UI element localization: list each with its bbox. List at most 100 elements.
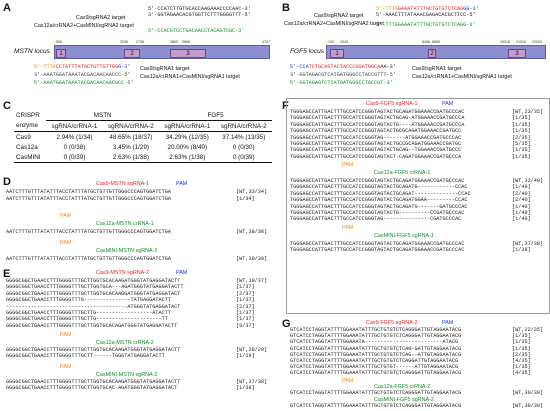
- seq-count: [4/35]: [512, 358, 531, 364]
- panel-b-bot-seq2: 3'-GGTAGACGTCATGATGGGCCTACCGTTT-5': [290, 72, 396, 78]
- seq-line: ---------------------------------------A…: [6, 303, 181, 310]
- seq-count: [1/40]: [512, 210, 531, 216]
- editing-efficiency-table: CRISPR MSTN FGF5 enzyme sgRNA/crRNA-1 sg…: [14, 110, 272, 163]
- table-header-col: sgRNA/crRNA-1: [46, 120, 103, 132]
- mstn-tick: 3800: [170, 40, 178, 44]
- seq-count: [1/40]: [512, 203, 531, 210]
- fgf5-tick: 22003: [532, 40, 542, 44]
- fgf5-exon-1: 1: [330, 49, 344, 58]
- table-cell: 48.65% (18/37): [109, 133, 153, 141]
- seq-count: [1/40]: [512, 216, 531, 223]
- seq-count: [WT,37/38]: [236, 379, 268, 385]
- seq-line: TGGGAGCCATTGACTTTGCCATCCGGGTAGTACTGCAGAT…: [290, 184, 468, 191]
- seq-line: TGGGAGCCATTGACTTTGCCATCCGGGTAGTACTGCGCAG…: [290, 128, 462, 135]
- table-cell: 34.29% (12/35): [165, 133, 209, 141]
- seq-count: [WT,22/35]: [512, 327, 544, 333]
- seq-line: GGGGCGGCTGAACCTTTGGGGTTTGCTTGGTGCACAGATG…: [6, 322, 178, 329]
- panel-a-bot-seq2: 3'-AAATGGATAAATACGACAACAACCC-5': [34, 72, 131, 78]
- panel-e-title1: Cas9-MSTN sgRNA-2: [96, 270, 150, 276]
- seq-count: [1/35]: [512, 345, 531, 352]
- seq-count: [1/35]: [512, 121, 531, 128]
- seq-line: GGGGCGGCTGAACCTTTGGGGTTTGCTTG-----------…: [6, 316, 168, 323]
- panel-e-title2: Cas12a-MSTN crRNA-2: [96, 340, 154, 346]
- seq-line: TGGGAGCCATTGACTTTGCCATCCGGGTAGTACTG----A…: [290, 121, 465, 128]
- seq-line: GGGGCGGCTGAACCTTTGGGGTTTGCTT------TGGGTA…: [6, 353, 165, 360]
- mstn-exon-1: 1: [56, 49, 66, 58]
- seq-count: [WT,39/39]: [236, 256, 268, 262]
- panel-b-top-seq1: 5'-TTTGGAAATATTTGCTGTGTCTCAGGG-3': [376, 6, 479, 12]
- seq-line: TGGGAGCCATTGACTTTGCCATCCGGGTAG-------ATG…: [290, 134, 462, 141]
- seq-line: AATCTTTGTTTATATTTACCTATTTATGCTGTTGTTGGGC…: [6, 189, 171, 195]
- panel-b-top-seq3: 5'-TTTGGAAATATTTGCTGTGTCTCAGG-3': [376, 22, 476, 28]
- mstn-tick: 2036: [120, 40, 128, 44]
- seq-count: [9/37]: [236, 322, 255, 329]
- seq-line: TGGGAGCCATTGACTTTGCCATCCGGGTAGTACTGCAGAT…: [290, 241, 465, 247]
- panel-e-title3: CasMINI-MSTN sgRNA-2: [96, 372, 158, 378]
- seq-line: GTCATCCTAGGTATTTTGGAAATATTTGCTGTGTCTCAG-…: [290, 345, 462, 352]
- table-cell: 0 (0/39): [46, 152, 103, 163]
- panel-a: 5'-CCATCTTGTGCACCAAGAAACCCCAAC-3' 3'-GGT…: [0, 0, 275, 98]
- panel-b-tag3: Cas9/sgRNA1 target: [412, 66, 462, 72]
- seq-line: GTCATCCTAGGTATTTTGGAAATATTTGCTGTGTCTCAGG…: [290, 370, 462, 377]
- mstn-locus-bar: [54, 45, 270, 59]
- panel-d-title2: Cas12a-MSTN crRNA-1: [96, 221, 154, 227]
- panel-f-title1: Cas9-FGF5 sgRNA-1: [366, 101, 418, 107]
- seq-line: TGGGAGCCATTGACTTTGCCATCCGGGTAGTACTGCAG-A…: [290, 115, 465, 122]
- table-header-mstn: MSTN: [46, 110, 160, 121]
- table-row: Cas9 2.94% (1/34) 48.65% (18/37) 34.29% …: [14, 132, 272, 143]
- panel-d-pam1: PAM: [176, 181, 188, 187]
- panel-a-top-seq3: 5'-CCACGTCCTGACAACCTACAGTCGC-3': [148, 28, 245, 34]
- seq-line: GTCATCCTAGGTATTTTGGAAATA----------------…: [290, 339, 459, 346]
- seq-line: TGGGAGCCATTGACTTTGCCATCCGGGTAGTACTGCCGCA…: [290, 141, 462, 147]
- seq-line: AATCTTTGTTTATATTTACCTATTTATGCTGTTGTTGGGC…: [6, 229, 171, 235]
- seq-count: [1/29]: [236, 353, 255, 360]
- seq-line: TGGGAGCCATTGACTTTGCCATCCGGGTAG----------…: [290, 216, 462, 223]
- table-row: CasMINI 0 (0/39) 2.63% (1/38) 2.63% (1/3…: [14, 152, 272, 163]
- panel-a-top-seq2: 3'-GGTAGAACACGTGGTTCTTTGGGGTTT-5': [148, 12, 251, 18]
- seq-count: [WT,32/40]: [512, 178, 544, 184]
- table-cell: 20.00% (8/40): [167, 143, 208, 151]
- table-cell: 2.63% (1/38): [102, 152, 160, 163]
- panel-d-pam3: PAM: [60, 240, 72, 246]
- panel-d-title1: Cas9-MSTN sgRNA-1: [96, 181, 150, 187]
- seq-count: [1/35]: [512, 364, 531, 371]
- panel-a-tag3: Cas9/sgRNA1 target: [140, 66, 190, 72]
- seq-count: [1/37]: [236, 297, 255, 304]
- fgf5-tick: 2543: [340, 40, 348, 44]
- mstn-tick: 3896: [182, 40, 190, 44]
- mstn-tick: 4707: [262, 40, 270, 44]
- table-cell: 0 (0/39): [215, 152, 272, 163]
- seq-count: [1/37]: [236, 316, 255, 323]
- seq-count: [1/35]: [512, 333, 531, 340]
- panel-label-d: D: [3, 176, 11, 188]
- seq-line: GGGGCGGCTGAACCTTTGGGGTTTGCTTGGTGCACAAGAT…: [6, 278, 181, 284]
- panel-g: Cas9-FGF5 sgRNA-2 PAM GTCATCCTAGGTATTTTG…: [282, 320, 550, 411]
- seq-line: AATCTTTGTTTATATTTACCTATTTATGCTGTTGTTGGGC…: [6, 256, 171, 262]
- seq-count: [WT,37/38]: [512, 241, 544, 247]
- table-cell: 3.45% (1/29): [112, 143, 149, 151]
- table-cell: 2.94% (1/34): [56, 133, 93, 141]
- seq-count: [2/40]: [512, 197, 531, 204]
- seq-line: GTCATCCTAGGTATTTTGGAAATATTTGCTGTGTCTCAGG…: [290, 390, 462, 396]
- fgf5-tick: 8456: [422, 40, 430, 44]
- fgf5-tick: 19218: [500, 40, 510, 44]
- panel-g-title1: Cas9-FGF5 sgRNA-2: [366, 320, 418, 326]
- seq-line: TGGGAGCCATTGACTTTGCCATCCGGGTAGTACTG-----…: [290, 210, 465, 216]
- table-cell: 2.63% (1/38): [159, 152, 216, 163]
- seq-count: [1/38]: [236, 385, 255, 392]
- seq-count: [WT,23/35]: [512, 109, 544, 115]
- panel-b-bot-seq1: 5'-CCATCTGCAGTACTACCCGGATGGCAAA-3': [290, 64, 396, 70]
- seq-count: [1/35]: [512, 339, 531, 346]
- fgf5-locus-bar: [326, 45, 546, 59]
- panel-b-tag4: Cas12a/crRNA1+CasMINI/sgRNA1 target: [412, 74, 512, 80]
- seq-line: TGGGAGCCATTGACTTTGCCATCCGGGTAGTACTGCAGAT…: [290, 178, 465, 184]
- seq-count: [WT,39/39]: [512, 403, 544, 409]
- seq-count: [1/38]: [512, 247, 531, 254]
- panel-b-tag1: Cas9/sgRNA2 target: [314, 13, 364, 19]
- seq-count: [2/40]: [512, 190, 531, 197]
- seq-count: [1/40]: [512, 184, 531, 191]
- panel-e: Cas9-MSTN sgRNA-2 PAM GGGGCGGCTGAACCTTTG…: [0, 270, 278, 411]
- table-header-col: sgRNA/crRNA-2: [102, 120, 160, 132]
- seq-line: TGGGAGCCATTGACTTTGCCATCCGGGTAGTACTGCAGAT…: [290, 247, 465, 254]
- fgf5-exon-3: 3: [508, 49, 526, 58]
